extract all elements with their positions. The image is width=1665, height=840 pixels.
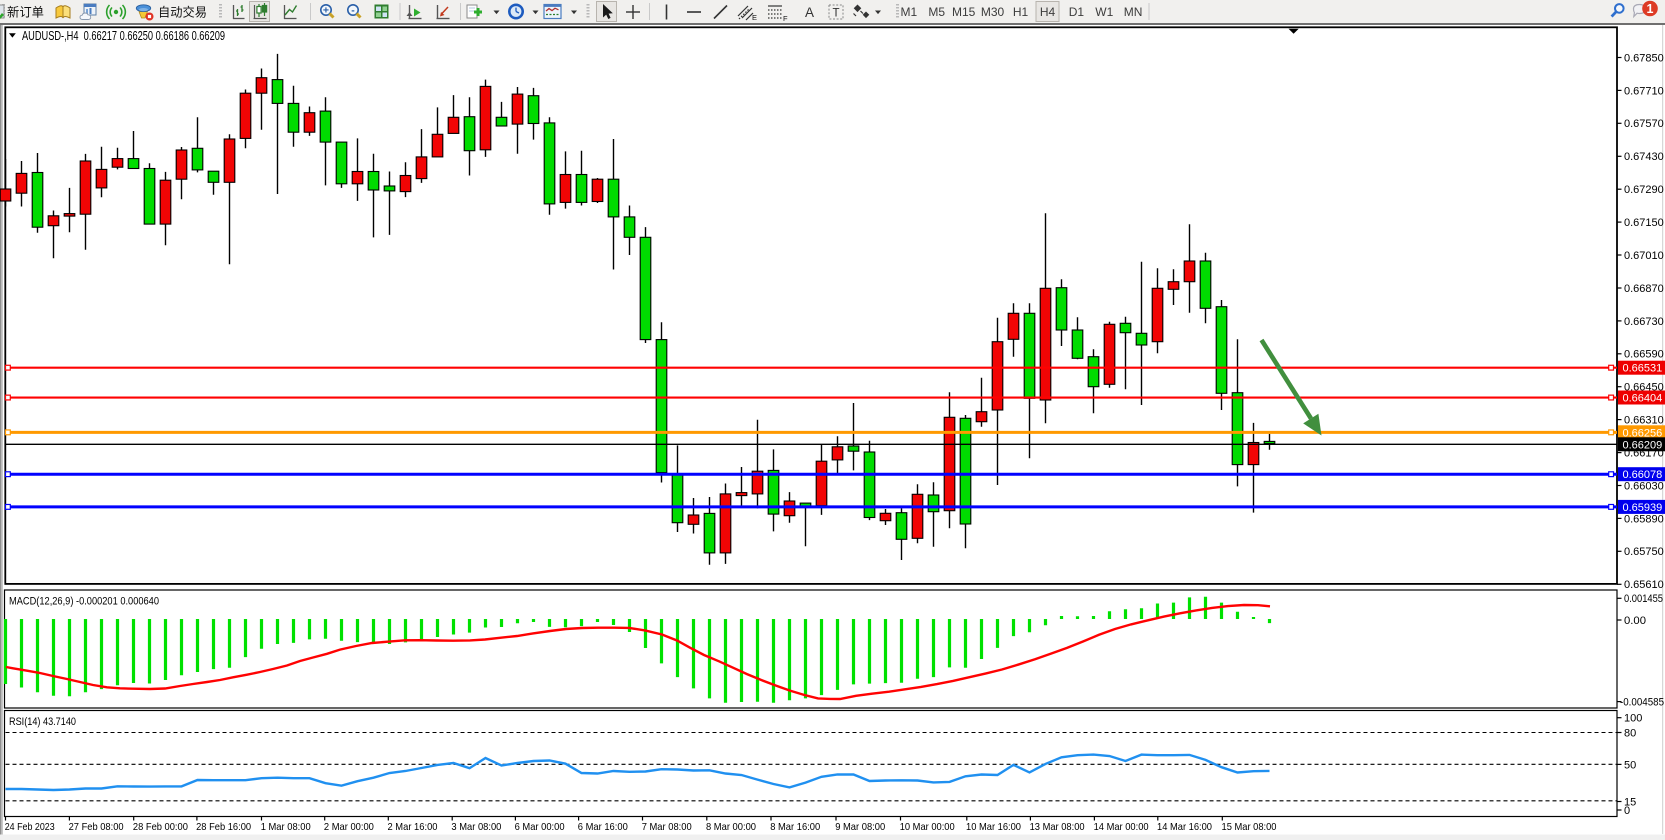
svg-text:0.67010: 0.67010	[1624, 250, 1664, 262]
svg-text:0.67290: 0.67290	[1624, 184, 1664, 196]
svg-text:10 Mar 00:00: 10 Mar 00:00	[900, 821, 955, 833]
svg-text:0.66590: 0.66590	[1624, 349, 1664, 361]
svg-text:M5: M5	[928, 5, 945, 19]
svg-text:8 Mar 16:00: 8 Mar 16:00	[770, 821, 820, 833]
svg-text:0.66030: 0.66030	[1624, 480, 1664, 492]
svg-text:0.67150: 0.67150	[1624, 217, 1664, 229]
svg-text:D1: D1	[1069, 5, 1085, 19]
svg-text:8 Mar 00:00: 8 Mar 00:00	[706, 821, 756, 833]
svg-text:-: -	[351, 5, 355, 17]
svg-text:F: F	[783, 14, 788, 23]
svg-text:新订单: 新订单	[7, 5, 44, 20]
svg-text:0.001455: 0.001455	[1624, 593, 1663, 605]
svg-text:0.65939: 0.65939	[1623, 502, 1663, 514]
svg-text:14 Mar 16:00: 14 Mar 16:00	[1157, 821, 1212, 833]
svg-text:H1: H1	[1013, 5, 1029, 19]
svg-text:1 Mar 08:00: 1 Mar 08:00	[261, 821, 311, 833]
svg-text:100: 100	[1624, 713, 1642, 725]
svg-text:0.66256: 0.66256	[1623, 427, 1663, 439]
svg-text:0.66730: 0.66730	[1624, 316, 1664, 328]
svg-text:0.65890: 0.65890	[1624, 513, 1664, 525]
svg-text:RSI(14) 43.7140: RSI(14) 43.7140	[9, 716, 76, 728]
svg-text:MN: MN	[1124, 5, 1143, 19]
svg-text:6 Mar 00:00: 6 Mar 00:00	[515, 821, 565, 833]
svg-text:E: E	[752, 13, 757, 22]
svg-text:0.66310: 0.66310	[1624, 415, 1664, 427]
svg-text:H4: H4	[1040, 5, 1056, 19]
svg-text:15 Mar 08:00: 15 Mar 08:00	[1222, 821, 1277, 833]
svg-text:M1: M1	[900, 5, 917, 19]
svg-text:M15: M15	[952, 5, 976, 19]
svg-text:28 Feb 16:00: 28 Feb 16:00	[196, 821, 251, 833]
svg-text:9 Mar 08:00: 9 Mar 08:00	[835, 821, 885, 833]
svg-text:0.66870: 0.66870	[1624, 283, 1664, 295]
svg-text:0.00: 0.00	[1624, 615, 1646, 627]
svg-text:+: +	[323, 5, 329, 17]
svg-text:0.66531: 0.66531	[1623, 363, 1663, 375]
svg-text:0.66404: 0.66404	[1623, 393, 1663, 405]
svg-text:0.67570: 0.67570	[1624, 118, 1664, 130]
svg-text:-0.004585: -0.004585	[1620, 697, 1664, 709]
svg-text:14 Mar 00:00: 14 Mar 00:00	[1094, 821, 1149, 833]
svg-text:0.67430: 0.67430	[1624, 151, 1664, 163]
svg-text:3 Mar 08:00: 3 Mar 08:00	[451, 821, 501, 833]
svg-text:15: 15	[1624, 796, 1636, 808]
svg-text:0.67850: 0.67850	[1624, 52, 1664, 64]
svg-text:28 Feb 00:00: 28 Feb 00:00	[133, 821, 188, 833]
svg-text:0.67710: 0.67710	[1624, 85, 1664, 97]
svg-text:W1: W1	[1095, 5, 1113, 19]
svg-text:T: T	[833, 8, 840, 20]
svg-text:M30: M30	[981, 5, 1005, 19]
svg-text:MACD(12,26,9) -0.000201 0.0006: MACD(12,26,9) -0.000201 0.000640	[9, 596, 159, 608]
svg-text:50: 50	[1624, 759, 1636, 771]
svg-text:A: A	[805, 5, 814, 20]
svg-text:24 Feb 2023: 24 Feb 2023	[5, 821, 55, 833]
svg-text:2 Mar 16:00: 2 Mar 16:00	[388, 821, 438, 833]
svg-text:13 Mar 08:00: 13 Mar 08:00	[1030, 821, 1085, 833]
svg-text:10 Mar 16:00: 10 Mar 16:00	[966, 821, 1021, 833]
svg-text:自动交易: 自动交易	[158, 5, 207, 20]
svg-text:AUDUSD-,H4 0.66217 0.66250 0.: AUDUSD-,H4 0.66217 0.66250 0.66186 0.662…	[22, 29, 225, 43]
svg-text:0.65750: 0.65750	[1624, 546, 1664, 558]
svg-text:6 Mar 16:00: 6 Mar 16:00	[578, 821, 628, 833]
svg-text:0.66078: 0.66078	[1623, 469, 1663, 481]
svg-text:2 Mar 00:00: 2 Mar 00:00	[324, 821, 374, 833]
svg-text:27 Feb 08:00: 27 Feb 08:00	[69, 821, 124, 833]
svg-text:7 Mar 08:00: 7 Mar 08:00	[642, 821, 692, 833]
svg-text:0.66209: 0.66209	[1623, 439, 1663, 451]
svg-text:0.65610: 0.65610	[1624, 579, 1664, 591]
svg-text:1: 1	[1647, 2, 1654, 16]
svg-text:0: 0	[1624, 805, 1630, 817]
svg-text:80: 80	[1624, 727, 1636, 739]
